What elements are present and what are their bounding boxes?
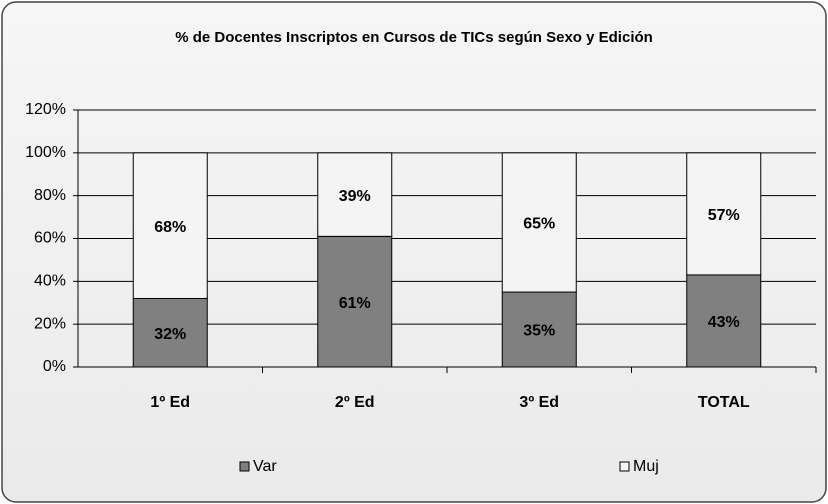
y-tick-label: 20% <box>34 315 66 332</box>
chart-title: % de Docentes Inscriptos en Cursos de TI… <box>175 29 653 46</box>
data-label: 65% <box>523 216 555 233</box>
data-label: 32% <box>154 326 186 343</box>
bar-segment <box>501 291 577 368</box>
x-tick-label: 3º Ed <box>519 394 559 411</box>
x-tick-label: TOTAL <box>698 394 750 411</box>
bar-segment <box>501 152 577 293</box>
data-label: 57% <box>708 207 740 224</box>
legend-swatch <box>239 461 250 472</box>
bar-segment <box>686 152 762 276</box>
x-tick-label: 1º Ed <box>150 394 190 411</box>
data-label: 43% <box>708 314 740 331</box>
legend-swatch <box>619 461 630 472</box>
x-tick-label: 2º Ed <box>335 394 375 411</box>
data-label: 68% <box>154 219 186 236</box>
data-label: 61% <box>339 295 371 312</box>
legend-label: Muj <box>633 458 659 475</box>
y-tick-label: 0% <box>43 358 66 375</box>
legend-label: Var <box>253 458 277 475</box>
bar-segment <box>132 152 208 299</box>
bar-segment <box>317 235 393 368</box>
bar-segment <box>317 152 393 237</box>
y-tick-label: 80% <box>34 187 66 204</box>
y-tick-label: 40% <box>34 273 66 290</box>
data-label: 39% <box>339 188 371 205</box>
bar-segment <box>686 274 762 368</box>
y-tick-label: 60% <box>34 230 66 247</box>
data-label: 35% <box>523 323 555 340</box>
y-tick-label: 100% <box>25 144 66 161</box>
y-tick-label: 120% <box>25 101 66 118</box>
